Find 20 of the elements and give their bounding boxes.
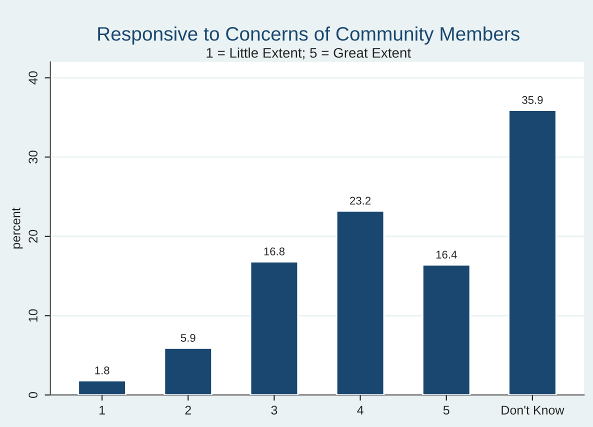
chart-title: Responsive to Concerns of Community Members [98,26,520,45]
data-label: 35.9 [522,96,543,104]
data-label: 5.9 [180,334,196,342]
y-tick-label: 20 [28,230,38,243]
y-tick-label: 0 [28,392,38,398]
y-tick-label: 40 [28,71,38,84]
x-tick-label: 2 [185,406,191,414]
data-label: 1.8 [95,366,110,374]
x-tick-label: 1 [100,406,105,414]
data-label: 23.2 [350,196,371,205]
y-tick-label: 10 [28,309,38,322]
y-tick-label: 30 [28,150,38,164]
x-tick-label: 3 [271,406,278,415]
x-tick-label: 4 [357,406,364,414]
data-label: 16.8 [264,248,285,256]
y-axis-title: percent [12,208,23,248]
x-tick-label: 5 [443,406,450,415]
x-tick-label: Don't Know [502,406,564,415]
chart-subtitle: 1 = Little Extent; 5 = Great Extent [206,48,411,60]
data-label: 16.4 [436,250,457,259]
